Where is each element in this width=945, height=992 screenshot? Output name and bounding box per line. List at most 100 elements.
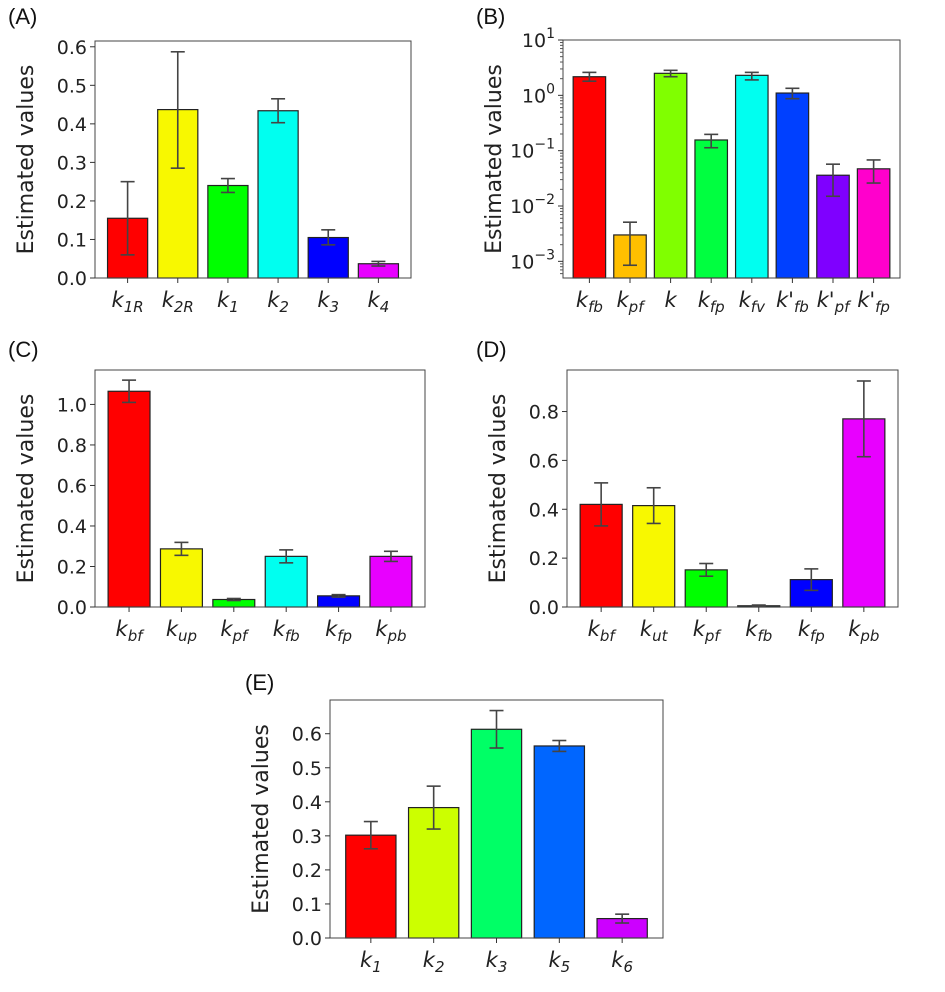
x-tick-label: kpb: [375, 617, 406, 645]
x-label-subscript: 2R: [174, 298, 194, 316]
y-tick-label: 0.5: [57, 75, 87, 97]
bar: [533, 745, 586, 939]
x-tick-label: kfp: [698, 288, 725, 316]
x-label-subscript: 2: [435, 958, 445, 976]
error-bar: [122, 379, 137, 404]
x-label-subscript: 3: [498, 958, 508, 976]
bar: [734, 74, 769, 279]
error-bar: [426, 785, 441, 830]
x-label-main: k: [368, 288, 381, 312]
bar: [694, 139, 729, 279]
x-label-main: k: [745, 617, 758, 641]
x-label-main: k: [116, 617, 129, 641]
x-tick-label: k'fp: [857, 288, 890, 316]
bar: [264, 555, 308, 608]
x-tick-label: k: [665, 288, 678, 312]
x-tick-label: k1: [360, 948, 382, 976]
x-tick-label: k1R: [112, 288, 144, 316]
x-label-main: k: [162, 288, 175, 312]
error-bar: [663, 69, 678, 78]
y-tick-label: 0.4: [529, 499, 559, 521]
y-tick-label: 0.0: [292, 928, 322, 950]
y-tick-label: 1.0: [57, 394, 87, 416]
x-label-main: k: [611, 948, 624, 972]
x-label-subscript: fb: [588, 298, 603, 316]
bar: [572, 76, 607, 279]
error-bar: [699, 562, 714, 578]
y-tick-label: 101: [522, 26, 555, 52]
x-tick-label: kpf: [693, 617, 723, 645]
x-label-subscript: 5: [561, 958, 571, 976]
error-bar: [371, 260, 386, 267]
x-label-main: k: [112, 288, 125, 312]
bar: [207, 184, 249, 279]
tick-exponent: −2: [534, 192, 555, 208]
x-tick-label: k1: [217, 288, 239, 316]
x-label-subscript: fp: [337, 627, 352, 645]
x-label-subscript: 4: [380, 298, 390, 316]
x-label-subscript: pb: [859, 627, 879, 645]
axes-frame: [94, 40, 412, 279]
y-tick-label: 0.8: [57, 435, 87, 457]
error-bar: [866, 159, 881, 184]
error-bar: [704, 133, 719, 149]
x-tick-label: kfp: [325, 617, 352, 645]
bar: [107, 390, 151, 608]
x-tick-label: kfp: [798, 617, 825, 645]
error-bar: [785, 87, 800, 100]
x-tick-label: kpb: [848, 617, 879, 645]
x-label-subscript: fb: [757, 627, 772, 645]
x-label-main: k: [588, 617, 601, 641]
x-label-subscript: up: [178, 627, 197, 645]
y-tick-label: 0.2: [57, 191, 87, 213]
x-label-subscript: 6: [623, 958, 633, 976]
x-label-subscript: pf: [704, 627, 723, 645]
x-label-main: k: [617, 288, 630, 312]
y-tick-label: 0.5: [292, 758, 322, 780]
x-label-main: k: [486, 948, 499, 972]
error-bar: [744, 71, 759, 81]
x-tick-label: kbf: [588, 617, 618, 645]
y-tick-label: 0.8: [529, 402, 559, 424]
x-label-main: k: [360, 948, 373, 972]
y-tick-label: 0.3: [57, 152, 87, 174]
tick-base: 10: [522, 30, 546, 52]
x-label-subscript: pf: [231, 627, 250, 645]
x-label-subscript: pf: [834, 298, 853, 316]
bar: [856, 168, 891, 279]
y-tick-label: 0.0: [529, 597, 559, 619]
panel-label: (B): [476, 4, 505, 29]
x-label-main: k: [739, 288, 752, 312]
x-tick-label: kfb: [745, 617, 772, 645]
axes-frame: [94, 369, 426, 608]
x-label-subscript: 1: [229, 298, 239, 316]
x-label-main: k: [576, 288, 589, 312]
error-bar: [170, 50, 185, 169]
error-bar: [331, 593, 346, 598]
y-axis-label: Estimated values: [482, 64, 507, 254]
error-bar: [279, 549, 294, 564]
tick-exponent: −1: [534, 137, 555, 153]
y-tick-label: 0.6: [57, 37, 87, 59]
x-tick-label: k2: [423, 948, 445, 976]
x-label-main: k: [220, 617, 233, 641]
y-tick-label: 0.0: [57, 597, 87, 619]
x-label-main: k: [640, 617, 653, 641]
x-label-main: k': [817, 288, 835, 312]
y-tick-label: 10−2: [510, 192, 555, 218]
y-axis-label: Estimated values: [486, 394, 511, 584]
x-label-main: k: [848, 617, 861, 641]
x-label-main: k: [325, 617, 338, 641]
x-tick-label: k5: [548, 948, 570, 976]
x-tick-label: k6: [611, 948, 633, 976]
x-label-subscript: bf: [128, 627, 146, 645]
x-tick-label: kfb: [576, 288, 603, 316]
error-bar: [804, 568, 819, 592]
y-tick-label: 0.0: [57, 268, 87, 290]
error-bar: [383, 550, 398, 563]
error-bar: [622, 221, 637, 267]
x-label-subscript: fv: [751, 298, 766, 316]
y-axis-label: Estimated values: [14, 65, 39, 255]
axes-frame: [566, 369, 899, 608]
